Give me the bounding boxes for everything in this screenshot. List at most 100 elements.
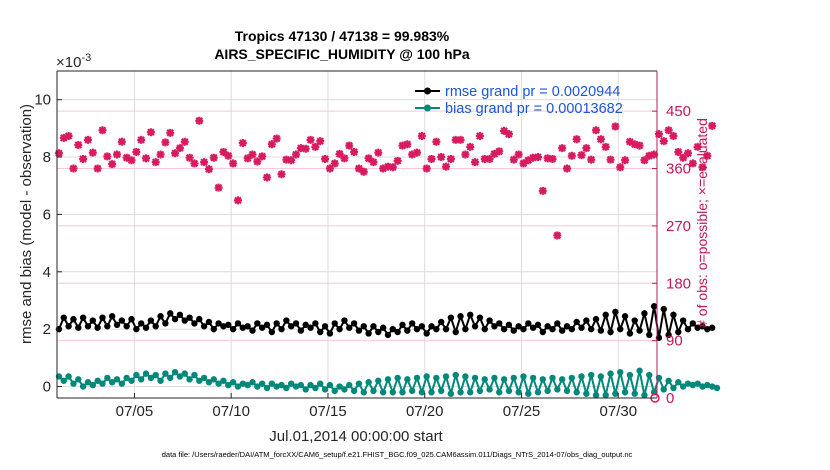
rmse-point: [336, 325, 343, 333]
rmse-point: [287, 323, 295, 330]
rmse-point: [355, 327, 363, 334]
bias-point: [379, 389, 387, 396]
obs-point: [277, 170, 286, 179]
bias-point: [360, 389, 367, 396]
bias-point: [370, 387, 377, 395]
bias-point: [229, 379, 237, 386]
bias-point: [384, 376, 392, 383]
bias-point: [108, 379, 116, 386]
rmse-point: [65, 323, 72, 330]
rmse-point: [413, 325, 421, 333]
bias-point: [297, 381, 305, 389]
rmse-point: [689, 320, 697, 327]
rmse-point: [558, 327, 566, 334]
bias-point: [336, 383, 343, 390]
axes: [56, 70, 658, 399]
obs-point: [137, 135, 146, 144]
rmse-point: [491, 323, 498, 330]
rmse-point: [670, 311, 677, 319]
rmse-point: [457, 313, 464, 320]
obs-point: [311, 142, 320, 151]
bias-point: [670, 384, 677, 392]
rmse-point: [307, 324, 314, 331]
x-tick-label: 07/30: [600, 403, 638, 420]
rmse-point: [137, 320, 145, 327]
bias-point: [65, 373, 72, 380]
bias-point: [413, 374, 421, 382]
rmse-point: [200, 323, 208, 330]
obs-point: [383, 162, 392, 171]
obs-point: [209, 153, 218, 162]
bias-point: [75, 376, 82, 383]
bias-point: [249, 379, 256, 386]
obs-point: [93, 164, 102, 173]
bias-point: [563, 387, 571, 395]
bias-point: [621, 389, 629, 396]
rmse-point: [694, 324, 701, 331]
obs-point: [625, 137, 634, 146]
bias-point: [408, 387, 416, 395]
obs-point: [417, 132, 426, 141]
obs-point: [233, 196, 242, 205]
bias-point: [505, 387, 513, 395]
rmse-point: [263, 321, 271, 329]
bias-point: [525, 390, 532, 397]
rmse-point: [142, 324, 150, 331]
obs-point: [98, 126, 107, 135]
bias-point: [137, 376, 145, 383]
rmse-point: [244, 323, 251, 330]
y-right-tick-label: 270: [666, 218, 691, 235]
bias-point: [186, 376, 193, 383]
rmse-point: [196, 315, 203, 323]
bias-point: [355, 380, 363, 387]
rmse-point: [205, 318, 213, 326]
obs-point: [563, 164, 571, 173]
rmse-line: [58, 306, 713, 338]
obs-point: [292, 150, 301, 159]
bias-point: [583, 390, 590, 397]
bias-point: [529, 374, 537, 382]
bias-point: [471, 374, 479, 382]
rmse-point: [554, 320, 561, 327]
obs-point: [272, 134, 281, 143]
rmse-point: [573, 318, 580, 326]
bias-point: [157, 377, 164, 384]
rmse-point: [157, 313, 164, 320]
obs-point: [108, 160, 117, 169]
obs-point: [558, 144, 567, 153]
rmse-point: [597, 327, 605, 334]
rmse-point: [104, 323, 111, 330]
rmse-point: [699, 323, 706, 330]
bias-point: [99, 380, 106, 387]
rmse-point: [621, 313, 629, 320]
series-layer: [54, 116, 721, 403]
rmse-point: [650, 303, 658, 310]
obs-point: [592, 126, 601, 135]
bias-point: [147, 374, 155, 382]
obs-point: [456, 135, 465, 144]
rmse-point: [326, 330, 334, 337]
bias-point: [273, 383, 280, 390]
rmse-point: [89, 317, 97, 324]
y-exponent-label: ×10-3: [56, 52, 91, 71]
obs-point: [432, 137, 441, 146]
rmse-point: [128, 315, 135, 323]
bias-point: [302, 386, 309, 393]
bias-point: [89, 381, 97, 389]
obs-point: [195, 116, 204, 125]
bias-point: [423, 373, 430, 380]
obs-point: [659, 137, 668, 146]
bias-point: [254, 383, 261, 390]
rmse-point: [292, 320, 300, 327]
chart-subtitle: AIRS_SPECIFIC_HUMIDITY @ 100 hPa: [214, 46, 470, 62]
rmse-point: [99, 314, 106, 321]
bias-point: [554, 386, 561, 393]
obs-point: [301, 144, 310, 153]
bias-point: [326, 381, 334, 389]
rmse-point: [660, 305, 667, 313]
rmse-point: [679, 317, 687, 324]
rmse-point: [379, 324, 387, 331]
rmse-point: [302, 321, 309, 329]
bias-point: [558, 376, 566, 383]
rmse-point: [399, 321, 406, 329]
